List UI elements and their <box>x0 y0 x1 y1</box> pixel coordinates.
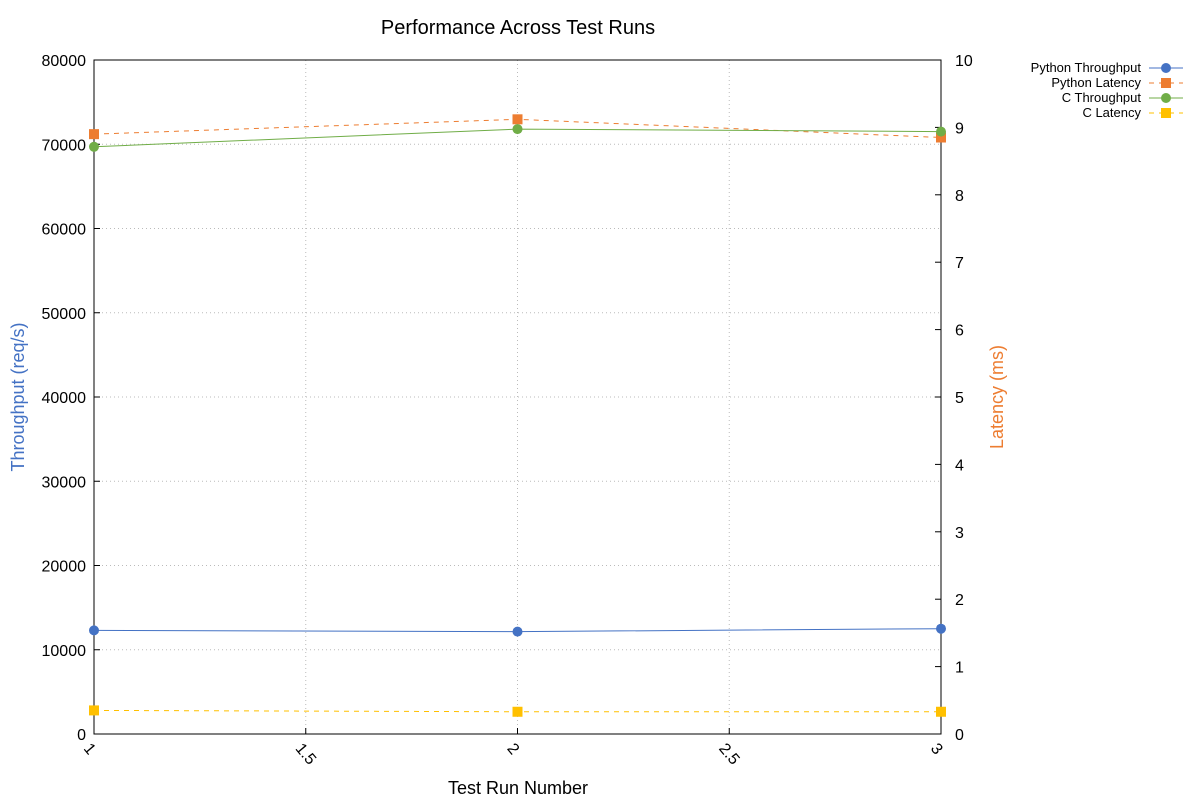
legend-marker <box>1161 78 1171 88</box>
left-y-tick-label: 60000 <box>42 222 87 239</box>
legend-label: Python Throughput <box>1031 60 1142 75</box>
legend-label: C Latency <box>1082 105 1141 120</box>
legend-marker <box>1161 63 1171 73</box>
left-y-tick-label: 30000 <box>42 474 87 491</box>
x-tick-label: 3 <box>927 740 946 758</box>
data-point <box>89 129 99 140</box>
legend-item: Python Latency <box>1051 75 1183 90</box>
left-y-tick-label: 80000 <box>42 53 87 70</box>
legend-item: C Latency <box>1082 105 1183 120</box>
series-layer <box>89 114 946 717</box>
right-y-tick-label: 5 <box>955 390 964 407</box>
data-point <box>89 705 99 716</box>
data-point <box>512 124 523 135</box>
axes-layer: 0 10000 20000 30000 40000 50000 60000 70000 8000… <box>42 53 973 768</box>
data-point <box>89 141 99 152</box>
right-y-tick-label: 7 <box>955 255 964 272</box>
left-y-axis-title: Throughput (req/s) <box>8 322 28 471</box>
left-y-tick-label: 50000 <box>42 306 87 323</box>
right-y-tick-label: 6 <box>955 323 964 340</box>
x-tick-label: 2 <box>503 740 522 758</box>
right-y-tick-label: 8 <box>955 188 964 205</box>
legend-label: Python Latency <box>1051 75 1141 90</box>
legend-item: C Throughput <box>1062 90 1183 105</box>
data-point <box>512 706 523 717</box>
series-python-latency <box>89 114 946 143</box>
right-y-tick-label: 3 <box>955 525 964 542</box>
data-point <box>936 706 946 717</box>
right-y-tick-label: 2 <box>955 592 964 609</box>
data-point <box>512 626 523 637</box>
left-y-tick-label: 70000 <box>42 137 87 154</box>
right-y-tick-label: 4 <box>955 457 964 474</box>
left-y-tick-label: 0 <box>77 727 86 744</box>
left-y-tick-label: 40000 <box>42 390 87 407</box>
right-y-tick-label: 1 <box>955 660 964 677</box>
legend-marker <box>1161 93 1171 103</box>
data-point <box>936 132 946 143</box>
series-c-throughput <box>89 124 946 152</box>
legend-marker <box>1161 108 1171 118</box>
series-c-latency <box>89 705 946 717</box>
right-y-axis-title: Latency (ms) <box>987 345 1007 449</box>
legend-label: C Throughput <box>1062 90 1142 105</box>
data-point <box>89 625 99 636</box>
data-point <box>936 623 946 634</box>
right-y-tick-label: 10 <box>955 53 973 70</box>
x-axis-title: Test Run Number <box>448 778 588 798</box>
data-point <box>512 114 523 125</box>
series-python-throughput <box>89 623 946 637</box>
right-y-tick-label: 0 <box>955 727 964 744</box>
chart-title: Performance Across Test Runs <box>381 17 655 39</box>
right-y-tick-label: 9 <box>955 120 964 137</box>
left-y-tick-label: 20000 <box>42 559 87 576</box>
data-point <box>936 126 946 137</box>
left-y-tick-label: 10000 <box>42 643 87 660</box>
x-tick-label: 1.5 <box>292 740 319 768</box>
legend-item: Python Throughput <box>1031 60 1183 75</box>
x-tick-label: 2.5 <box>715 740 742 768</box>
